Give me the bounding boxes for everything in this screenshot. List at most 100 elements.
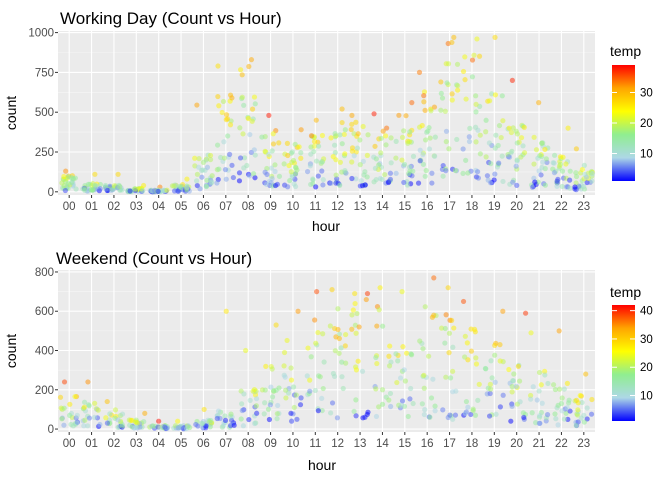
data-point xyxy=(537,412,543,419)
x-tick-label: 15 xyxy=(398,201,411,213)
data-point xyxy=(530,384,536,390)
data-point xyxy=(127,422,133,428)
x-tick-label: 08 xyxy=(242,438,255,450)
data-point xyxy=(514,157,520,163)
data-point xyxy=(406,171,412,177)
data-point xyxy=(521,414,527,421)
data-point xyxy=(534,397,540,403)
data-point xyxy=(204,177,210,183)
data-point xyxy=(332,130,338,137)
x-tick-label: 06 xyxy=(197,438,210,450)
data-point xyxy=(440,407,446,413)
data-point xyxy=(319,159,325,165)
data-point xyxy=(499,93,505,99)
data-point xyxy=(386,363,393,369)
data-point xyxy=(115,171,121,177)
data-point xyxy=(417,338,423,344)
data-point xyxy=(270,141,277,147)
data-point xyxy=(432,153,438,159)
data-point xyxy=(446,350,452,356)
data-point xyxy=(386,397,392,403)
data-point xyxy=(293,392,299,398)
data-point xyxy=(283,395,289,401)
data-point xyxy=(281,363,287,369)
data-point xyxy=(97,186,103,192)
data-point xyxy=(223,176,229,182)
data-point xyxy=(398,402,405,408)
data-point xyxy=(276,140,282,146)
data-point xyxy=(119,411,126,417)
data-point xyxy=(308,151,314,157)
data-point xyxy=(463,409,469,415)
data-point xyxy=(449,317,455,324)
data-point xyxy=(252,420,258,427)
data-point xyxy=(315,143,322,149)
data-point xyxy=(214,415,220,422)
data-point xyxy=(204,164,211,170)
data-point xyxy=(577,392,583,399)
data-point xyxy=(554,183,560,189)
data-point xyxy=(314,289,320,295)
data-point xyxy=(272,162,278,168)
data-point xyxy=(201,406,207,413)
chart-title: Working Day (Count vs Hour) xyxy=(60,9,282,28)
data-point xyxy=(266,416,273,423)
x-tick-label: 22 xyxy=(555,438,568,450)
data-point xyxy=(583,371,589,377)
data-point xyxy=(295,308,301,314)
x-tick-label: 17 xyxy=(443,438,456,450)
data-point xyxy=(253,403,259,409)
data-point xyxy=(488,386,494,392)
data-point xyxy=(207,156,214,163)
data-point xyxy=(231,422,237,428)
data-point xyxy=(536,420,542,426)
data-point xyxy=(222,413,228,419)
data-point xyxy=(446,330,453,336)
data-point xyxy=(288,410,294,416)
data-point xyxy=(517,399,523,405)
data-point xyxy=(360,123,366,130)
data-point xyxy=(382,171,388,178)
data-point xyxy=(510,378,516,384)
data-point xyxy=(409,100,415,106)
data-point xyxy=(444,80,450,86)
data-point xyxy=(251,94,258,100)
data-point xyxy=(483,154,489,160)
data-point xyxy=(352,300,358,307)
x-tick-label: 04 xyxy=(152,438,165,450)
data-point xyxy=(492,171,498,177)
data-point xyxy=(276,385,282,391)
data-point xyxy=(563,161,569,167)
data-point xyxy=(588,411,595,417)
legend-tick-label: 10 xyxy=(640,391,653,403)
legend-tick-label: 10 xyxy=(640,149,653,161)
data-point xyxy=(228,118,234,124)
data-point xyxy=(446,146,452,152)
data-point xyxy=(382,133,389,139)
data-point xyxy=(244,162,250,169)
data-point xyxy=(313,117,319,123)
data-point xyxy=(252,175,258,181)
data-point xyxy=(545,380,551,387)
data-point xyxy=(422,107,428,113)
data-point xyxy=(85,181,91,187)
data-point xyxy=(276,173,283,179)
legend-title: temp xyxy=(610,284,641,300)
data-point xyxy=(463,157,469,163)
data-point xyxy=(349,148,355,154)
data-point xyxy=(262,387,268,393)
data-point xyxy=(510,125,516,131)
data-point xyxy=(399,289,405,295)
data-point xyxy=(320,385,326,392)
data-point xyxy=(354,310,360,317)
y-tick-label: 1000 xyxy=(28,28,54,40)
data-point xyxy=(589,396,595,403)
data-point xyxy=(551,152,558,158)
data-point xyxy=(241,391,247,397)
data-point xyxy=(263,181,270,187)
data-point xyxy=(581,162,587,168)
data-point xyxy=(308,354,314,360)
x-tick-label: 11 xyxy=(309,201,321,213)
data-point xyxy=(193,421,199,428)
data-point xyxy=(342,127,348,133)
